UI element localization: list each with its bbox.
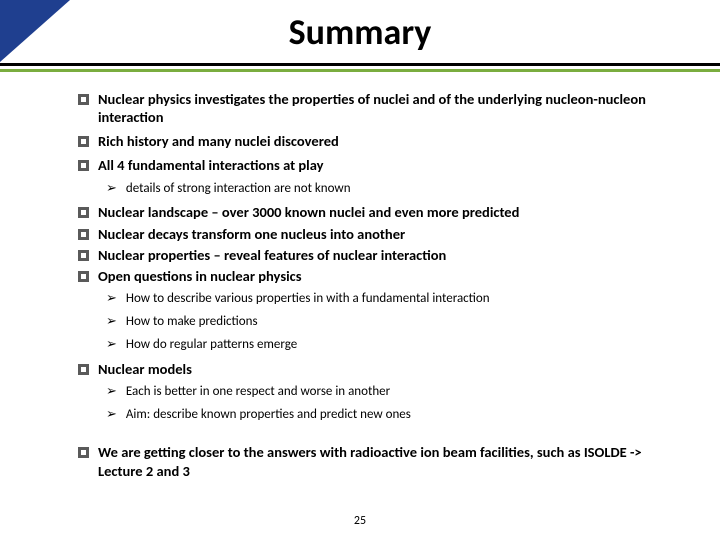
bullet-text: Nuclear models [98, 360, 192, 378]
bullet-item: Nuclear physics investigates the propert… [78, 90, 682, 126]
bullet-item: Open questions in nuclear physics [78, 267, 682, 285]
sub-item: ➢ How to make predictions [106, 314, 682, 331]
sub-item: ➢ details of strong interaction are not k… [106, 181, 682, 198]
sub-item: ➢ How do regular patterns emerge [106, 337, 682, 354]
bullet-item: We are getting closer to the answers wit… [78, 443, 682, 479]
bullet-square-icon [78, 250, 89, 261]
sub-text: Aim: describe known properties and predi… [126, 407, 411, 424]
slide-header: Summary [0, 0, 720, 78]
title-divider [0, 63, 720, 72]
bullet-text: Rich history and many nuclei discovered [98, 132, 339, 150]
bullet-text: Nuclear landscape – over 3000 known nucl… [98, 203, 519, 221]
sub-text: Each is better in one respect and worse … [126, 384, 390, 401]
bullet-square-icon [78, 229, 89, 240]
bullet-item: Nuclear decays transform one nucleus int… [78, 225, 682, 243]
bullet-text: All 4 fundamental interactions at play [98, 156, 324, 174]
sub-text: details of strong interaction are not kn… [126, 181, 351, 198]
arrow-icon: ➢ [106, 181, 117, 198]
bullet-text: Nuclear properties – reveal features of … [98, 246, 446, 264]
bullet-square-icon [78, 447, 89, 458]
bullet-text: Nuclear physics investigates the propert… [98, 90, 682, 126]
bullet-square-icon [78, 271, 89, 282]
bullet-square-icon [78, 207, 89, 218]
sub-text: How do regular patterns emerge [126, 337, 297, 354]
bullet-square-icon [78, 94, 89, 105]
bullet-text: We are getting closer to the answers wit… [98, 443, 682, 479]
bullet-square-icon [78, 364, 89, 375]
sub-item: ➢ Aim: describe known properties and pred… [106, 407, 682, 424]
arrow-icon: ➢ [106, 407, 117, 424]
bullet-square-icon [78, 160, 89, 171]
bullet-item: Nuclear landscape – over 3000 known nucl… [78, 203, 682, 221]
bullet-item: All 4 fundamental interactions at play [78, 156, 682, 174]
bullet-item: Rich history and many nuclei discovered [78, 132, 682, 150]
arrow-icon: ➢ [106, 314, 117, 331]
sub-text: How to make predictions [126, 314, 258, 331]
corner-decoration [0, 0, 70, 62]
bullet-item: Nuclear properties – reveal features of … [78, 246, 682, 264]
bullet-square-icon [78, 136, 89, 147]
arrow-icon: ➢ [106, 384, 117, 401]
content-region: Nuclear physics investigates the propert… [0, 78, 720, 480]
bullet-text: Nuclear decays transform one nucleus int… [98, 225, 405, 243]
bullet-item: Nuclear models [78, 360, 682, 378]
bullet-text: Open questions in nuclear physics [98, 267, 302, 285]
page-number: 25 [354, 514, 366, 528]
sub-item: ➢ Each is better in one respect and worse… [106, 384, 682, 401]
arrow-icon: ➢ [106, 337, 117, 354]
page-title: Summary [0, 0, 720, 54]
sub-text: How to describe various properties in wi… [126, 291, 490, 308]
arrow-icon: ➢ [106, 291, 117, 308]
sub-item: ➢ How to describe various properties in w… [106, 291, 682, 308]
